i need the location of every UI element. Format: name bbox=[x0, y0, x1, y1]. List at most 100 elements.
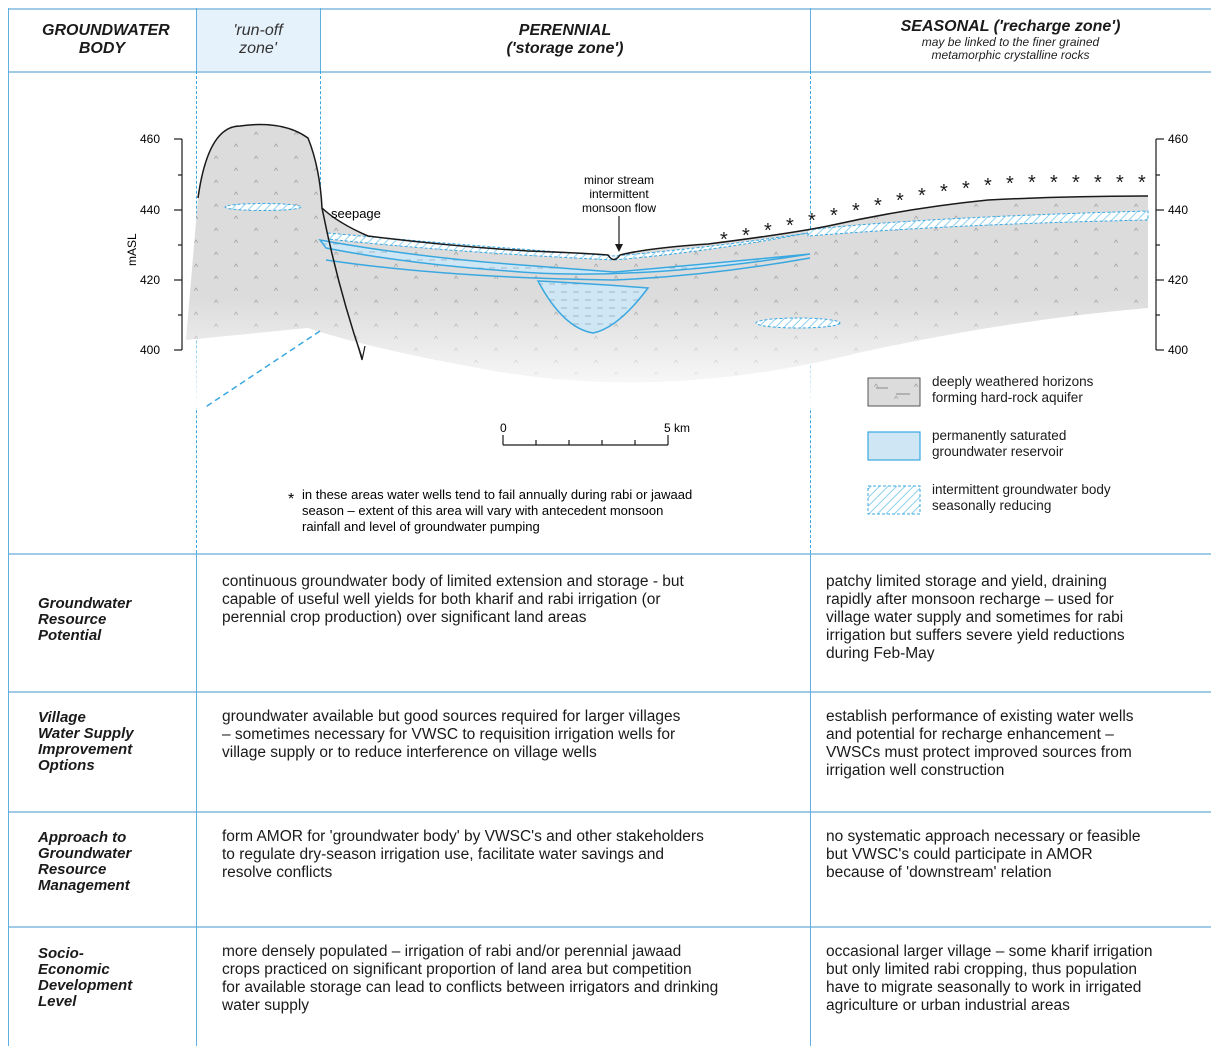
cell-line: but only limited rabi cropping, thus pop… bbox=[826, 961, 1138, 978]
row-label-line: Socio- bbox=[38, 945, 84, 962]
cell-line: no systematic approach necessary or feas… bbox=[826, 828, 1141, 845]
svg-text:*: * bbox=[742, 225, 750, 247]
grid-line bbox=[8, 811, 1211, 813]
note-line: season – extent of this area will vary w… bbox=[302, 503, 663, 518]
grid-line bbox=[8, 71, 1211, 73]
legend-item-weathered: deeply weathered horizons forming hard-r… bbox=[932, 374, 1093, 406]
grid-line bbox=[8, 691, 1211, 693]
cell-perennial-resource-management: form AMOR for 'groundwater body' by VWSC… bbox=[222, 828, 704, 882]
row-label-line: Groundwater bbox=[38, 595, 132, 612]
row-label-line: Groundwater bbox=[38, 845, 132, 862]
cell-line: VWSCs must protect improved sources from bbox=[826, 744, 1132, 761]
cell-line: perennial crop production) over signific… bbox=[222, 609, 587, 626]
svg-text:*: * bbox=[786, 215, 794, 237]
row-label-line: Approach to bbox=[38, 829, 127, 846]
cell-line: patchy limited storage and yield, draini… bbox=[826, 573, 1107, 590]
row-label-line: Management bbox=[38, 877, 130, 894]
cell-seasonal-resource-management: no systematic approach necessary or feas… bbox=[826, 828, 1140, 882]
header-col4-sub: may be linked to the finer grained metam… bbox=[921, 34, 1100, 62]
intermittent-body bbox=[755, 317, 841, 329]
seepage-label: seepage bbox=[331, 206, 381, 221]
cell-line: rapidly after monsoon recharge – used fo… bbox=[826, 591, 1114, 608]
grid-line bbox=[196, 8, 197, 71]
header-col3-title: PERENNIAL bbox=[518, 21, 612, 39]
cell-line: establish performance of existing water … bbox=[826, 708, 1134, 725]
header-runoff: 'run-off zone' bbox=[196, 8, 320, 71]
cell-line: irrigation but suffers severe yield redu… bbox=[826, 627, 1125, 644]
grid-line bbox=[810, 8, 811, 71]
header-col2: 'run-off zone' bbox=[233, 21, 283, 57]
right-tick-label: 420 bbox=[1168, 273, 1188, 287]
right-tick-label: 400 bbox=[1168, 343, 1188, 357]
svg-text:*: * bbox=[918, 185, 926, 207]
stream-label: minor stream bbox=[584, 173, 654, 187]
cell-line: because of 'downstream' relation bbox=[826, 864, 1052, 881]
intermittent-body bbox=[327, 232, 809, 261]
svg-text:*: * bbox=[962, 178, 970, 200]
legend-text: permanently saturated bbox=[932, 428, 1067, 443]
legend-item-intermittent: intermittent groundwater body seasonally… bbox=[932, 482, 1111, 514]
row-label-resource-management: Approach to Groundwater Resource Managem… bbox=[38, 830, 188, 894]
note-marker: * bbox=[288, 491, 294, 508]
svg-text:*: * bbox=[830, 205, 838, 227]
left-tick-label: 420 bbox=[140, 273, 160, 287]
cell-line: capable of useful well yields for both k… bbox=[222, 591, 661, 608]
cross-section-diagram: ^ ^ bbox=[125, 123, 1188, 534]
legend-text: deeply weathered horizons bbox=[932, 374, 1094, 389]
row-label-line: Options bbox=[38, 757, 95, 774]
cell-perennial-resource-potential: continuous groundwater body of limited e… bbox=[222, 573, 684, 627]
row-label-line: Potential bbox=[38, 627, 102, 644]
row-label-line: Improvement bbox=[38, 741, 133, 758]
right-axis bbox=[1155, 138, 1164, 351]
svg-text:*: * bbox=[1006, 173, 1014, 195]
legend-swatch-saturated bbox=[867, 431, 921, 461]
cell-seasonal-village-water-supply: establish performance of existing water … bbox=[826, 708, 1134, 780]
cell-perennial-village-water-supply: groundwater available but good sources r… bbox=[222, 708, 680, 762]
legend-swatch-intermittent bbox=[867, 485, 921, 515]
scale-start-label: 0 bbox=[500, 421, 507, 435]
row-label-village-water-supply: Village Water Supply Improvement Options bbox=[38, 710, 188, 774]
scale-end-label: 5 km bbox=[664, 421, 690, 435]
cell-line: resolve conflicts bbox=[222, 864, 333, 881]
header-perennial: PERENNIAL ('storage zone') bbox=[320, 8, 810, 71]
cell-line: but VWSC's could participate in AMOR bbox=[826, 846, 1093, 863]
cell-line: during Feb-May bbox=[826, 645, 935, 662]
svg-text:*: * bbox=[940, 181, 948, 203]
header-col1: GROUNDWATER BODY bbox=[42, 21, 170, 57]
cell-line: agriculture or urban industrial areas bbox=[826, 997, 1070, 1014]
cell-line: for available storage can lead to confli… bbox=[222, 979, 719, 996]
cell-line: water supply bbox=[222, 997, 310, 1014]
svg-text:*: * bbox=[984, 175, 992, 197]
header-col3-sub: ('storage zone') bbox=[506, 39, 624, 57]
left-tick-label: 440 bbox=[140, 203, 160, 217]
right-tick-label: 440 bbox=[1168, 203, 1188, 217]
svg-text:*: * bbox=[874, 195, 882, 217]
legend-swatch-weathered bbox=[867, 377, 921, 407]
row-label-line: Economic bbox=[38, 961, 110, 978]
row-label-line: Water Supply bbox=[38, 725, 134, 742]
cell-line: form AMOR for 'groundwater body' by VWSC… bbox=[222, 828, 704, 845]
left-tick-label: 460 bbox=[140, 132, 160, 146]
intermittent-body bbox=[224, 203, 302, 211]
cell-seasonal-development-level: occasional larger village – some kharif … bbox=[826, 943, 1153, 1015]
cell-line: village water supply and sometimes for r… bbox=[826, 609, 1124, 626]
left-tick-label: 400 bbox=[140, 343, 160, 357]
svg-text:*: * bbox=[896, 190, 904, 212]
cell-line: and potential for recharge enhancement – bbox=[826, 726, 1114, 743]
note-line: in these areas water wells tend to fail … bbox=[302, 487, 692, 502]
cell-line: continuous groundwater body of limited e… bbox=[222, 573, 684, 590]
cell-seasonal-resource-potential: patchy limited storage and yield, draini… bbox=[826, 573, 1125, 663]
axis-label: mASL bbox=[125, 233, 139, 266]
row-label-line: Level bbox=[38, 993, 77, 1010]
intermittent-body bbox=[807, 210, 1149, 237]
cell-line: occasional larger village – some kharif … bbox=[826, 943, 1153, 960]
row-label-line: Village bbox=[38, 709, 86, 726]
row-label-line: Development bbox=[38, 977, 133, 994]
grid-line bbox=[320, 8, 321, 71]
svg-text:*: * bbox=[720, 229, 728, 251]
cell-line: have to migrate seasonally to work in ir… bbox=[826, 979, 1142, 996]
svg-text:*: * bbox=[852, 200, 860, 222]
legend-text: groundwater reservoir bbox=[932, 444, 1064, 459]
cell-line: – sometimes necessary for VWSC to requis… bbox=[222, 726, 676, 743]
header-groundwater-body: GROUNDWATER BODY bbox=[8, 8, 196, 71]
